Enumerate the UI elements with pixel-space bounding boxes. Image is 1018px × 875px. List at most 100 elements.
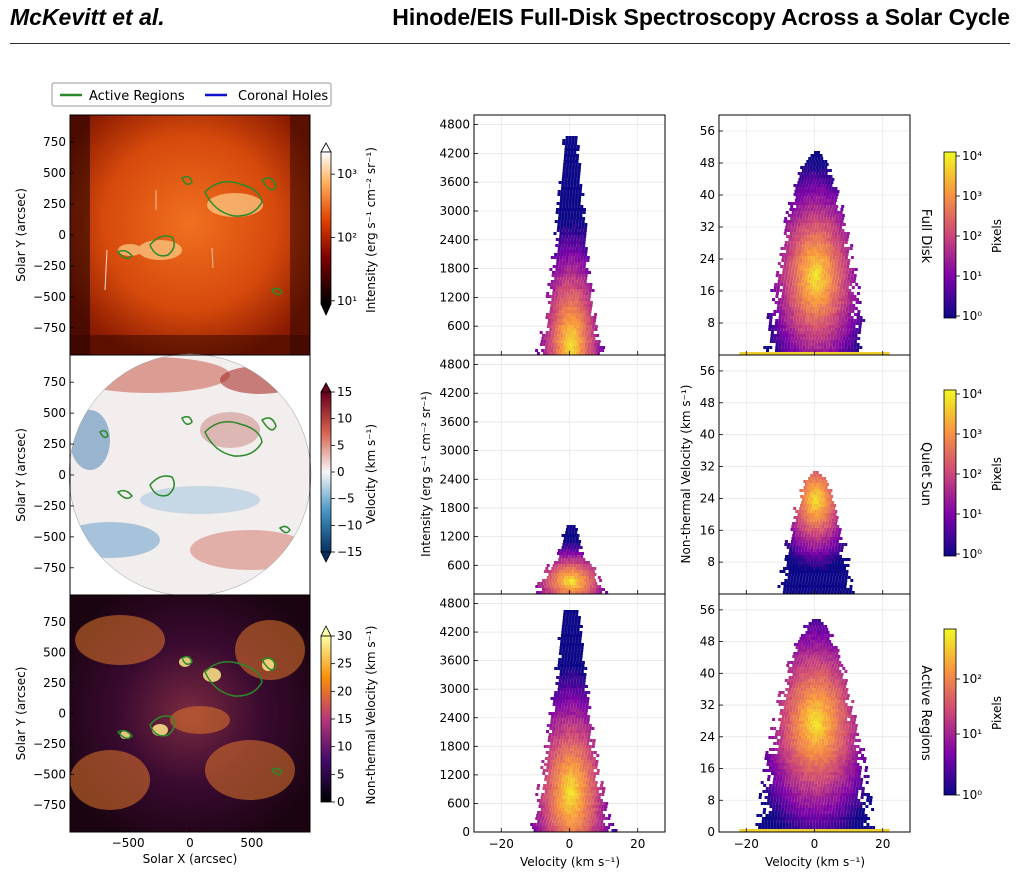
map-ytick-label: 750 [43,375,66,389]
hist-ytick-label: 1200 [439,290,470,304]
map-cbar-label: Velocity (km s⁻¹) [364,424,378,524]
header-title: Hinode/EIS Full-Disk Spectroscopy Across… [392,4,1010,30]
hist-xtick-label: −20 [734,837,759,851]
hist-ytick-label: 40 [700,666,715,680]
hist-ytick-label: 56 [700,364,715,378]
map-velocity [68,353,312,597]
map-cbar-tick-label: −5 [337,492,355,506]
map-ytick-label: −500 [33,530,66,544]
map-ytick-label: −500 [33,768,66,782]
pixel-cbar-tick-label: 10² [962,229,982,243]
map-cbar-tick-label: 20 [337,684,352,698]
map-cbar-tick-label: 10¹ [337,294,357,308]
map-xtick-label: −500 [112,836,145,850]
hist-ytick-label: 16 [700,284,715,298]
map-ytick-label: 250 [43,437,66,451]
pixels-label-quiet-sun: Pixels [990,457,1004,491]
pixel-colorbar-quiet-sun [943,389,957,557]
hist-ytick-label: 1200 [439,768,470,782]
pixel-colorbar-full-disk [943,151,957,319]
map-ytick-label: 500 [43,406,66,420]
map-ytick-label: −750 [33,561,66,575]
hist-ytick-label: 1800 [439,262,470,276]
hist-panel: 56 48 40 32 24 16 8 [700,114,911,356]
map-ylabel: Solar Y (arcsec) [14,667,28,761]
hist-ytick-label: 4200 [439,146,470,160]
map-intensity-contours [116,175,283,296]
map-colorbar-intensity [320,142,332,316]
pixel-cbar-tick-label: 10³ [962,189,982,203]
legend: Active Regions Coronal Holes [51,82,332,107]
map-ytick-label: 750 [43,135,66,149]
map-cbar-tick-label: 30 [337,629,352,643]
pixel-cbar-tick-label: 10⁰ [962,547,982,561]
map-ytick-label: 500 [43,645,66,659]
map-cbar-tick-label: 0 [337,465,345,479]
pixel-cbar-tick-label: 10³ [962,427,982,441]
map-ytick-label: −750 [33,798,66,812]
map-ytick-label: −250 [33,259,66,273]
map-cbar-tick-label: 10 [337,412,352,426]
map-colorbar-velocity [320,382,332,563]
map-intensity [69,114,311,356]
map-ytick-label: −500 [33,290,66,304]
pixel-cbar-tick-label: 10² [962,467,982,481]
hist-ytick-label: 8 [707,793,715,807]
pixel-cbar-tick-label: 10¹ [962,727,982,741]
map-xlabel: Solar X (arcsec) [143,852,238,866]
hist-ytick-label: 4800 [439,358,470,372]
pixel-cbar-tick-label: 10¹ [962,269,982,283]
pixel-cbar-tick-label: 10⁴ [962,149,982,163]
hist-left-xlabel: Velocity (km s⁻¹) [520,855,620,869]
hist-ytick-label: 2400 [439,472,470,486]
pixels-label-full-disk: Pixels [990,219,1004,253]
hist-ytick-label: 32 [700,460,715,474]
hist-ytick-label: 3600 [439,415,470,429]
histogram-panels: 4800420036003000240018001200600564840322… [439,114,911,851]
hist-ytick-label: 40 [700,188,715,202]
map-ytick-label: 0 [58,707,66,721]
map-cbar-label: Intensity (erg s⁻¹ cm⁻² sr⁻¹) [364,147,378,313]
header-rule [10,43,1010,44]
hist-ytick-label: 24 [700,491,715,505]
hist-right-xlabel: Velocity (km s⁻¹) [765,855,865,869]
row-label-active-regions: Active Regions [918,665,933,761]
hist-panel: 56 48 40 32 24 16 8 [700,354,911,595]
hist-ytick-label: 4200 [439,625,470,639]
map-ytick-label: 250 [43,676,66,690]
hist-xtick-label: 0 [811,837,819,851]
map-cbar-tick-label: 10³ [337,167,357,181]
hist-ytick-label: 3600 [439,654,470,668]
legend-label-active-regions: Active Regions [89,89,185,104]
hist-ytick-label: 8 [707,555,715,569]
hist-ytick-label: 3000 [439,444,470,458]
pixel-colorbar-ticks: 10⁴ 10³ 10² 10¹ 10⁰ 10⁴ 10³ 10² 10¹ 10⁰ 10² 10¹ 10⁰ [956,149,982,802]
pixel-cbar-tick-label: 10² [962,672,982,686]
map-axes: 750 500 250 0 −250 −500 −750 Solar Y (arcsec) 75… [14,135,263,866]
row-label-quiet-sun: Quiet Sun [918,442,933,506]
hist-ytick-label: 24 [700,252,715,266]
map-cbar-tick-label: 0 [337,795,345,809]
map-cbar-tick-label: −15 [337,545,362,559]
hist-xtick-label: 20 [630,837,645,851]
map-ylabel: Solar Y (arcsec) [14,188,28,282]
map-cbar-tick-label: 15 [337,385,352,399]
hist-ytick-label: 2400 [439,233,470,247]
row-label-full-disk: Full Disk [918,209,933,264]
map-colorbar-ticks: 10³ 10² 10¹ Intensity (erg s⁻¹ cm⁻² sr⁻¹) 15… [331,147,378,809]
hist-ntv-ylabel: Non-thermal Velocity (km s⁻¹) [679,385,693,564]
map-ntv-contours [116,655,283,776]
hist-xtick-label: −20 [489,837,514,851]
map-ytick-label: −250 [33,737,66,751]
map-ytick-label: 250 [43,197,66,211]
pixel-colorbar-active-regions [943,628,957,796]
map-cbar-tick-label: 10 [337,740,352,754]
map-cbar-tick-label: 10² [337,231,357,245]
legend-label-coronal-holes: Coronal Holes [238,89,328,104]
hist-ytick-label: 32 [700,220,715,234]
map-cbar-tick-label: 5 [337,438,345,452]
hist-ytick-label: 2400 [439,711,470,725]
hist-ytick-label: 3000 [439,682,470,696]
hist-ytick-label: 0 [462,825,470,839]
map-ntv [69,594,311,833]
